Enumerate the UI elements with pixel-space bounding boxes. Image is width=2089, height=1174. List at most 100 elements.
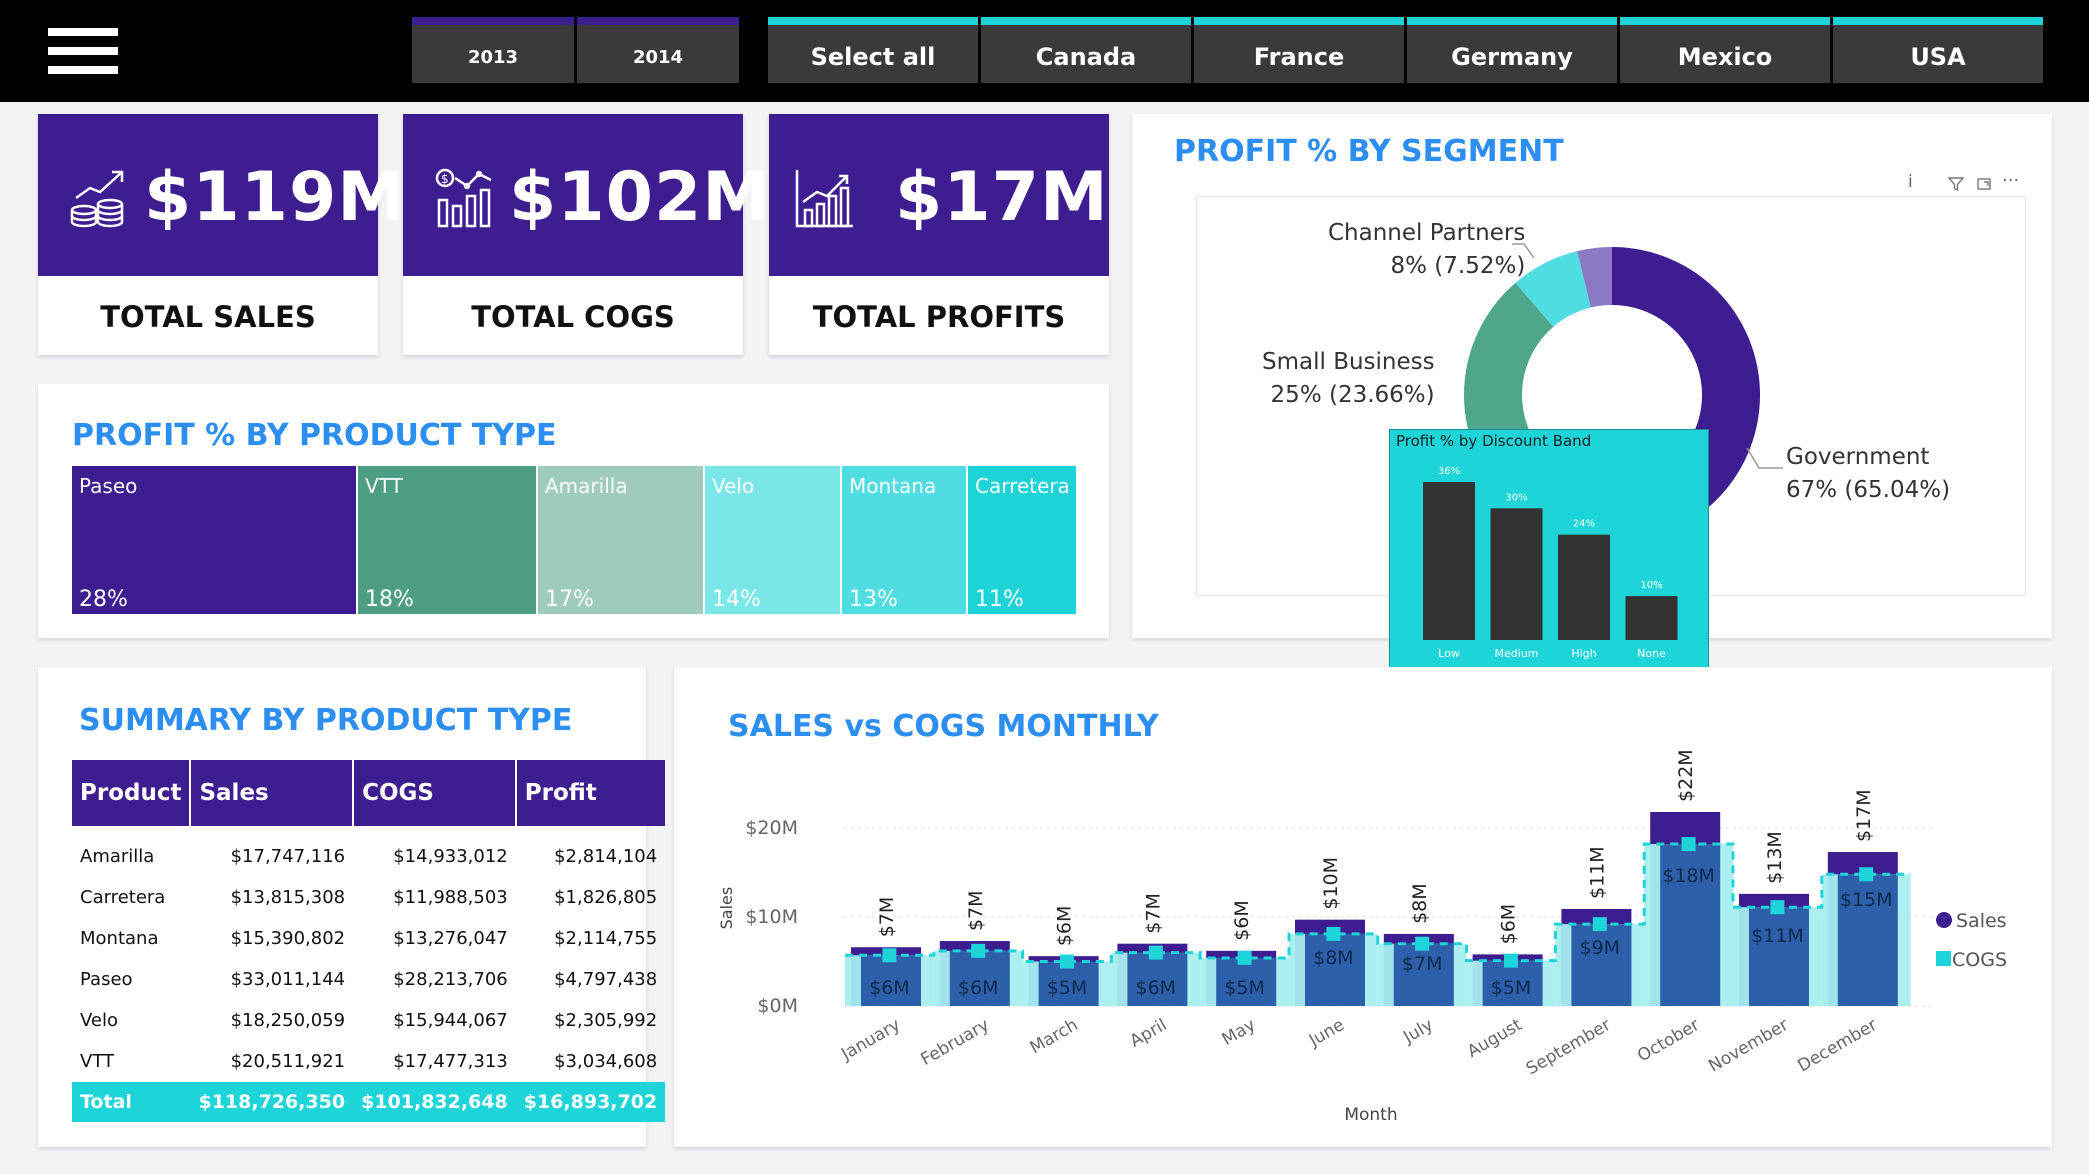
slicer-country-select-all[interactable]: Select all [768,17,978,83]
cell-sales: $15,390,802 [230,928,346,949]
cell-profit: $2,114,755 [554,928,658,949]
cogs-bar[interactable] [1127,952,1188,1006]
cell-sales: $20,511,921 [230,1051,346,1072]
treemap-tile-carretera[interactable]: Carretera 11% [968,466,1076,614]
cogs-bar[interactable] [949,950,1010,1006]
monthly-chart-title: SALES vs COGS MONTHLY [728,709,1159,744]
treemap-tile-montana[interactable]: Montana 13% [842,466,966,614]
sales-data-label: $6M [1054,906,1076,947]
info-icon[interactable]: i [1908,172,1913,192]
summary-header-row: Product Sales COGS Profit [72,760,666,826]
cell-sales: $13,815,308 [230,887,346,908]
treemap-tile-vtt[interactable]: VTT 18% [358,466,536,614]
tooltip-bar-low [1423,482,1475,640]
column-header-sales[interactable]: Sales [190,760,355,826]
cogs-marker [1326,926,1341,941]
total-sales: $118,726,350 [190,1082,354,1122]
cogs-bar[interactable] [1393,943,1454,1006]
cogs-bar[interactable] [1660,844,1721,1006]
month-tick-label: July [1399,1015,1436,1048]
cogs-bar[interactable] [1305,933,1365,1006]
donut-slice-other[interactable] [1577,247,1612,308]
cell-cogs: $15,944,067 [393,1010,508,1031]
table-row: Montana $15,390,802 $13,276,047 $2,114,755 [72,918,665,959]
cell-product: Velo [80,1010,119,1031]
cogs-bar[interactable] [1749,907,1809,1006]
cell-product: Paseo [80,969,133,990]
coin-growth-icon [70,170,124,228]
cogs-bar[interactable] [1482,960,1543,1006]
cogs-data-label: $5M [1491,977,1532,999]
donut-slice-channel-partners[interactable] [1515,251,1591,327]
discount-band-tooltip: Profit % by Discount Band 36% Low 30% Mediu… [1389,429,1709,668]
slicer-country-usa[interactable]: USA [1833,17,2043,83]
sales-data-label: $11M [1586,846,1608,899]
filter-icon[interactable] [1948,176,1964,192]
slicer-country-canada[interactable]: Canada [981,17,1191,83]
cogs-marker [971,943,986,958]
cell-cogs: $13,276,047 [393,928,508,949]
tooltip-bar-value: 24% [1573,519,1595,530]
total-sales-value: $119M [144,158,406,237]
slicer-country-mexico[interactable]: Mexico [1620,17,1830,83]
month-tick-label: August [1464,1015,1526,1062]
cell-profit: $2,814,104 [554,846,658,867]
more-options-icon[interactable]: ··· [2002,170,2020,191]
cogs-bar[interactable] [861,955,921,1006]
sales-data-label: $6M [1498,904,1520,945]
treemap-tile-amarilla[interactable]: Amarilla 17% [538,466,703,614]
sales-vs-cogs-chart[interactable]: $0M $10M $20M Sales Month $6M $7M January $6M $7M… [674,667,2052,1147]
cogs-data-label: $9M [1580,937,1621,959]
x-axis-title: Month [1344,1105,1397,1125]
slicer-year-2013[interactable]: 2013 [412,17,574,83]
cogs-data-label: $5M [1224,977,1265,999]
column-header-profit[interactable]: Profit [515,760,666,826]
total-cogs-label: TOTAL COGS [471,300,675,334]
total-profit: $16,893,702 [515,1082,666,1122]
bar-growth-icon [795,170,853,228]
treemap-tile-paseo[interactable]: Paseo 28% [72,466,356,614]
month-tick-label: March [1027,1015,1082,1058]
month-tick-label: April [1127,1015,1171,1052]
tooltip-bar-label: Medium [1495,647,1539,660]
legend-sales-marker [1936,912,1952,928]
month-tick-label: January [837,1015,904,1065]
month-tick-label: May [1219,1015,1259,1050]
month-tick-label: December [1794,1015,1880,1076]
focus-mode-icon[interactable] [1976,176,1992,192]
legend-cogs-marker [1936,951,1951,966]
segment-title: PROFIT % BY SEGMENT [1174,134,1564,169]
slicer-country-germany[interactable]: Germany [1407,17,1617,83]
column-header-product[interactable]: Product [72,760,192,826]
tooltip-bar-medium [1490,508,1543,640]
cogs-data-label: $18M [1662,865,1715,887]
sales-data-label: $22M [1675,749,1697,802]
slicer-country-france[interactable]: France [1194,17,1404,83]
treemap-tile-velo[interactable]: Velo 14% [705,466,840,614]
slicer-year-2014[interactable]: 2014 [577,17,739,83]
tooltip-bar-high [1558,534,1610,640]
cogs-bar[interactable] [1837,874,1898,1006]
cogs-bar[interactable] [1038,961,1099,1007]
legend-sales-label[interactable]: Sales [1956,910,2007,932]
y-tick-label: $10M [745,906,798,928]
cogs-bar[interactable] [1571,924,1632,1006]
money-bars-icon: $ [435,168,492,228]
cogs-bar[interactable] [1216,957,1277,1006]
month-tick-label: June [1305,1015,1348,1051]
cell-profit: $1,826,805 [554,887,658,908]
tooltip-bar-label: None [1637,647,1666,660]
total-profits-label: TOTAL PROFITS [812,300,1066,334]
cell-profit: $4,797,438 [554,969,658,990]
sales-data-label: $13M [1764,831,1786,884]
sales-data-label: $7M [965,890,987,931]
cell-product: Montana [80,928,159,949]
cogs-data-label: $5M [1047,977,1088,999]
table-row: VTT $20,511,921 $17,477,313 $3,034,608 [72,1041,665,1082]
column-header-cogs[interactable]: COGS [353,760,517,826]
hamburger-menu-icon[interactable] [48,28,118,74]
legend-cogs-label[interactable]: COGS [1952,949,2007,971]
sales-data-label: $17M [1853,789,1875,842]
cogs-data-label: $6M [958,977,999,999]
table-row: Amarilla $17,747,116 $14,933,012 $2,814,104 [72,836,665,877]
